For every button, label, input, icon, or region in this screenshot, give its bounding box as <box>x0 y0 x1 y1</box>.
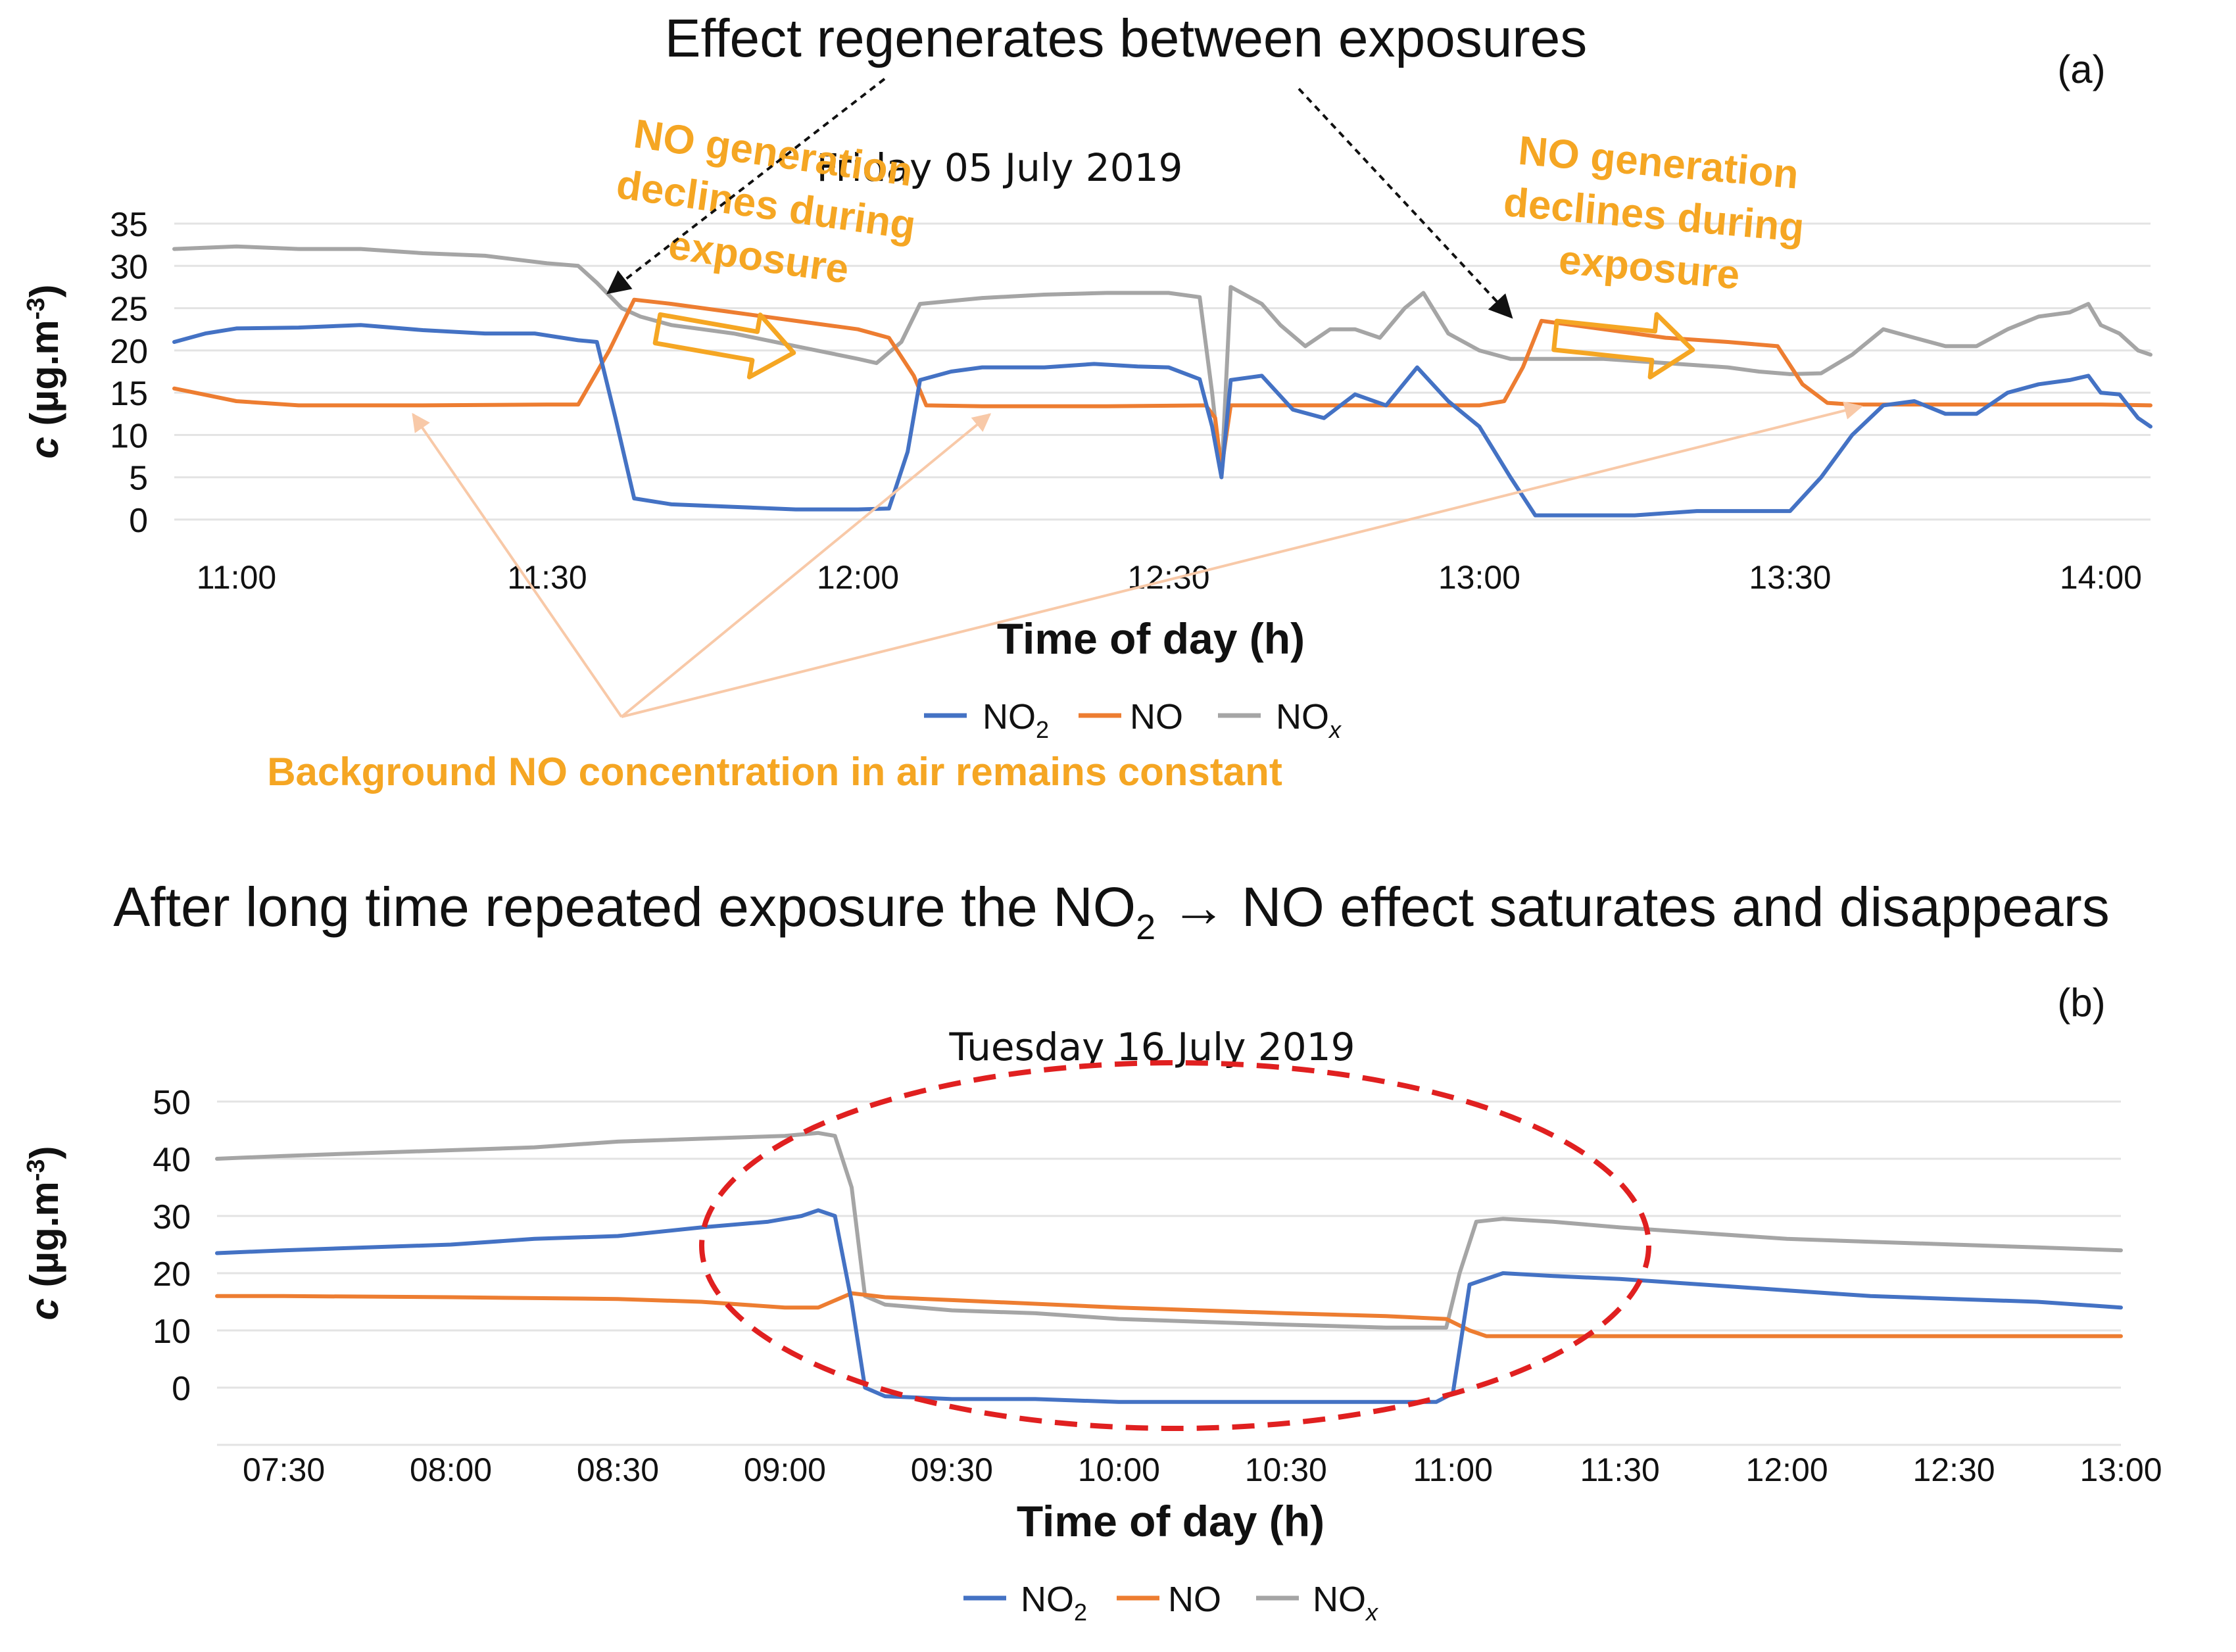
legend-b-no-label: NO <box>1168 1580 1221 1619</box>
y-tick-label: 30 <box>153 1198 191 1236</box>
series-line-nox <box>172 244 2152 479</box>
x-tick-label: 11:00 <box>1413 1451 1492 1488</box>
x-tick-label: 13:30 <box>1749 559 1831 596</box>
panel-a-x-axis-label: Time of day (h) <box>997 614 1305 663</box>
legend-no2-label: NO2 <box>983 697 1049 743</box>
y-tick-label: 20 <box>153 1255 191 1294</box>
panel-a: (a) Friday 05 July 2019 0 5 10 15 20 25 30 35 1… <box>22 47 2152 794</box>
annotation-no-decline-left: NO generation declines during exposure <box>614 111 918 293</box>
y-tick-label: 15 <box>110 375 148 413</box>
panel-b-legend: NO2 NO NOx <box>963 1580 1379 1626</box>
legend-no-label: NO <box>1130 697 1183 737</box>
y-tick-label: 30 <box>110 248 148 286</box>
panel-b-series <box>215 1130 2123 1404</box>
middle-title: After long time repeated exposure the NO… <box>113 876 2109 947</box>
pointer-arrow-right <box>1298 87 1513 319</box>
y-tick-label: 10 <box>153 1313 191 1351</box>
decline-arrow-right <box>1551 312 1695 379</box>
background-pointer-3 <box>621 401 1863 718</box>
panel-a-legend: NO2 NO NOx <box>924 697 1342 743</box>
x-tick-label: 13:00 <box>2079 1451 2162 1488</box>
panel-a-y-axis-label: c (µg.m-3) <box>22 284 66 458</box>
panel-a-title: Friday 05 July 2019 <box>817 145 1183 190</box>
x-tick-label: 11:30 <box>1580 1451 1659 1488</box>
x-tick-label: 10:30 <box>1245 1451 1327 1488</box>
panel-b-x-axis-label: Time of day (h) <box>1017 1497 1325 1545</box>
y-tick-label: 0 <box>129 502 148 540</box>
y-tick-label: 25 <box>110 291 148 329</box>
x-tick-label: 08:00 <box>410 1451 492 1488</box>
panel-b-y-axis-label: c (µg.m-3) <box>22 1146 66 1320</box>
legend-b-no2-label: NO2 <box>1021 1580 1087 1626</box>
series-line-no <box>172 297 2152 471</box>
panel-a-series <box>172 244 2152 518</box>
legend-b-nox-label: NOx <box>1313 1580 1379 1626</box>
y-tick-label: 35 <box>110 206 148 244</box>
x-tick-label: 12:00 <box>817 559 899 596</box>
x-tick-label: 12:30 <box>1912 1451 1995 1488</box>
annot-right-line3: exposure <box>1557 237 1742 299</box>
x-tick-label: 10:00 <box>1078 1451 1160 1488</box>
x-tick-label: 09:30 <box>911 1451 993 1488</box>
y-tick-label: 10 <box>110 417 148 455</box>
x-tick-label: 13:00 <box>1438 559 1520 596</box>
background-pointer-2 <box>620 413 992 718</box>
panel-a-x-ticks: 11:00 11:30 12:00 12:30 13:00 13:30 14:00 <box>197 559 2142 596</box>
y-tick-label: 0 <box>172 1370 191 1408</box>
y-tick-label: 5 <box>129 460 148 498</box>
y-label-exponent: -3 <box>22 297 50 320</box>
legend-nox-label: NOx <box>1276 697 1342 743</box>
series-line-no2 <box>172 323 2152 518</box>
x-tick-label: 11:00 <box>197 559 276 596</box>
series-line-nox <box>215 1130 2123 1330</box>
panel-b-gridlines <box>217 1100 2121 1446</box>
x-tick-label: 14:00 <box>2060 559 2142 596</box>
panel-b-label: (b) <box>2057 981 2105 1025</box>
background-pointer-1 <box>412 412 623 718</box>
background-annotation: Background NO concentration in air remai… <box>267 750 1282 794</box>
x-tick-label: 11:30 <box>507 559 587 596</box>
y-label-symbol: c <box>22 437 66 458</box>
x-tick-label: 12:30 <box>1127 559 1209 596</box>
y-label-close: ) <box>22 284 66 297</box>
series-line-no <box>215 1291 2123 1338</box>
panel-b-y-ticks: 0 10 20 30 40 50 <box>153 1084 191 1408</box>
y-label-unit: (µg.m <box>22 320 66 437</box>
panel-a-label: (a) <box>2057 47 2105 91</box>
x-tick-label: 09:00 <box>744 1451 826 1488</box>
x-tick-label: 07:30 <box>243 1451 325 1488</box>
saturation-ellipse <box>699 1060 1651 1431</box>
y-tick-label: 20 <box>110 333 148 371</box>
series-line-no2 <box>215 1208 2123 1404</box>
panel-a-y-ticks: 0 5 10 15 20 25 30 35 <box>110 206 148 540</box>
x-tick-label: 12:00 <box>1746 1451 1828 1488</box>
x-tick-label: 08:30 <box>577 1451 659 1488</box>
panel-b-x-ticks: 07:30 08:00 08:30 09:00 09:30 10:00 10:30 11:00… <box>243 1451 2162 1488</box>
annotation-no-decline-right: NO generation declines during exposure <box>1502 128 1806 299</box>
top-annotation: Effect regenerates between exposures <box>665 9 1588 68</box>
y-tick-label: 50 <box>153 1084 191 1122</box>
y-tick-label: 40 <box>153 1141 191 1179</box>
decline-arrow-left <box>652 312 796 379</box>
panel-a-gridlines <box>174 222 2151 521</box>
